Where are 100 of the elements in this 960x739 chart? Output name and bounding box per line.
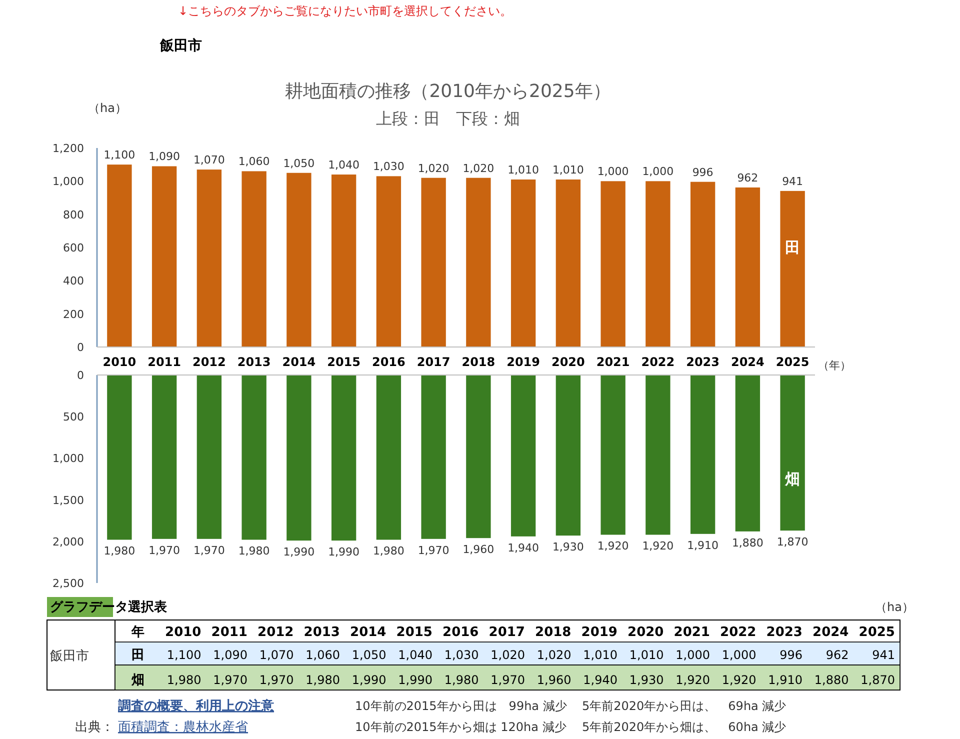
x-tick-label: 2021 bbox=[596, 355, 630, 369]
text: 941 bbox=[872, 648, 895, 662]
text: （ha） bbox=[875, 600, 914, 614]
bar bbox=[690, 182, 716, 347]
data-label: 1,910 bbox=[687, 538, 719, 552]
x-tick-label: 2010 bbox=[102, 355, 136, 369]
bar bbox=[510, 180, 536, 347]
text: 1,960 bbox=[536, 673, 572, 687]
x-tick-label: 2015 bbox=[327, 355, 361, 369]
bar bbox=[107, 164, 132, 347]
data-label: 1,930 bbox=[552, 540, 584, 554]
text: 1,070 bbox=[259, 648, 294, 662]
y-tick-label: 1,000 bbox=[52, 452, 84, 466]
text: 1,910 bbox=[768, 673, 802, 687]
text: 1,990 bbox=[398, 673, 432, 687]
bar bbox=[376, 176, 402, 347]
x-tick-label: 2013 bbox=[237, 355, 271, 369]
text: 10年前の2015年から田は 99ha 減少 bbox=[355, 699, 567, 713]
bar bbox=[556, 180, 581, 347]
y-tick-label: 1,200 bbox=[52, 142, 84, 155]
data-label: 1,970 bbox=[148, 544, 180, 557]
category-label: 2010 bbox=[165, 625, 202, 640]
data-label: 1,010 bbox=[552, 164, 584, 177]
data-label: 1,990 bbox=[328, 546, 360, 559]
x-axis-title: （年） bbox=[818, 359, 851, 372]
data-label: 1,070 bbox=[193, 154, 225, 167]
text: 1,970 bbox=[213, 673, 248, 687]
data-label: 941 bbox=[782, 174, 804, 188]
bar bbox=[466, 178, 491, 347]
y-tick-label: 1,000 bbox=[52, 175, 84, 188]
text: 5年前2020年から畑は、 60ha 減少 bbox=[582, 720, 786, 734]
x-tick-label: 2023 bbox=[686, 355, 720, 369]
chart-subtitle: 上段：田 下段：畑 bbox=[376, 109, 520, 128]
category-label: 2020 bbox=[628, 625, 664, 640]
x-tick-label: 2019 bbox=[506, 355, 540, 369]
x-tick-label: 2022 bbox=[641, 355, 675, 369]
y-tick-label: 0 bbox=[77, 369, 84, 382]
text: 1,060 bbox=[306, 648, 340, 662]
data-label: 1,940 bbox=[508, 541, 540, 554]
data-label: 1,870 bbox=[776, 536, 808, 549]
text: 1,090 bbox=[213, 648, 248, 662]
text: 畑 bbox=[132, 673, 144, 688]
x-tick-label: 2024 bbox=[730, 355, 764, 369]
category-label: 2021 bbox=[674, 625, 710, 640]
data-label: 1,960 bbox=[462, 543, 494, 556]
bar bbox=[286, 172, 312, 347]
x-tick-label: 2020 bbox=[551, 355, 585, 369]
text: ↓こちらのタブからご覧になりたい市町を選択してください。 bbox=[178, 4, 512, 18]
category-label: 2024 bbox=[812, 625, 849, 640]
category-label: 2016 bbox=[442, 625, 479, 640]
data-label: 1,920 bbox=[597, 540, 629, 553]
data-label: 1,000 bbox=[597, 165, 629, 178]
category-label: 2025 bbox=[858, 625, 895, 640]
text: 1,870 bbox=[860, 673, 895, 687]
x-tick-label: 2017 bbox=[416, 355, 450, 369]
y-tick-label: 0 bbox=[77, 341, 84, 354]
category-label: 2015 bbox=[396, 625, 432, 640]
data-label: 1,000 bbox=[642, 165, 674, 178]
text: 1,020 bbox=[490, 648, 525, 662]
bar bbox=[242, 171, 266, 347]
data-label: 1,970 bbox=[193, 544, 225, 557]
text: 1,920 bbox=[722, 673, 756, 687]
bar bbox=[196, 170, 222, 347]
y-axis-title: （ha） bbox=[88, 101, 127, 115]
data-label: 1,030 bbox=[372, 160, 404, 174]
text: 調査の概要、利用上の注意 bbox=[118, 698, 275, 714]
bar bbox=[600, 181, 626, 347]
x-tick-label: 2011 bbox=[148, 355, 182, 369]
text: 1,030 bbox=[444, 648, 479, 662]
series-label: 畑 bbox=[784, 470, 800, 488]
data-label: 1,920 bbox=[642, 540, 674, 553]
text: 5年前2020年から田は、 69ha 減少 bbox=[582, 699, 786, 713]
y-tick-label: 400 bbox=[63, 274, 84, 288]
data-label: 1,020 bbox=[418, 162, 450, 175]
text: 1,980 bbox=[166, 673, 202, 687]
category-label: 2011 bbox=[211, 625, 248, 640]
category-label: 2014 bbox=[350, 625, 386, 640]
bar bbox=[152, 166, 177, 347]
text: 1,980 bbox=[444, 673, 479, 687]
text: 1,930 bbox=[629, 673, 664, 687]
data-label: 1,980 bbox=[372, 544, 404, 558]
bar bbox=[646, 181, 670, 347]
category-label: 2019 bbox=[581, 625, 618, 640]
data-label: 1,970 bbox=[418, 544, 450, 557]
category-label: 2018 bbox=[535, 625, 572, 640]
data-label: 1,990 bbox=[283, 546, 315, 559]
category-label: 2023 bbox=[766, 625, 802, 640]
text: 1,040 bbox=[398, 648, 432, 662]
text: 1,010 bbox=[583, 648, 618, 662]
text: 1,010 bbox=[629, 648, 664, 662]
text: 面積調査：農林水産省 bbox=[118, 719, 248, 735]
data-label: 962 bbox=[737, 171, 758, 184]
source-note: 出典： bbox=[75, 720, 114, 735]
text: 1,940 bbox=[583, 673, 618, 687]
text: 田 bbox=[132, 648, 144, 663]
text: 10年前の2015年から畑は 120ha 減少 bbox=[355, 720, 566, 734]
data-label: 1,880 bbox=[732, 536, 764, 550]
data-label: 1,020 bbox=[462, 162, 494, 175]
y-tick-label: 2,500 bbox=[52, 577, 84, 590]
series-label: 田 bbox=[785, 238, 800, 256]
